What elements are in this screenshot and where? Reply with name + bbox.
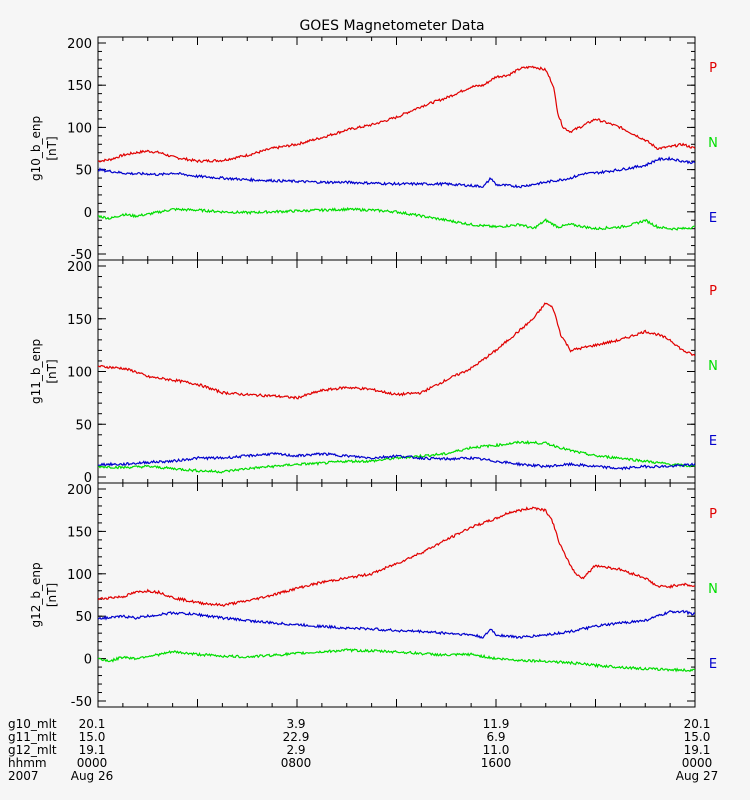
footer-value: 11.0 [483, 743, 510, 757]
y-tick-label: 0 [84, 471, 92, 486]
y-tick-label: 150 [67, 525, 92, 540]
footer-value: 6.9 [486, 730, 505, 744]
y-tick-label: 0 [84, 206, 92, 221]
chart-title: GOES Magnetometer Data [299, 18, 484, 34]
y-axis-unit: [nT] [45, 136, 59, 160]
footer-value: 0000 [682, 756, 713, 770]
footer-value: 3.9 [286, 717, 305, 731]
panel-3: -50 0 50 100 150 200 g12_b_enp [nT] P N E [29, 482, 718, 710]
legend-p: P [709, 507, 717, 522]
footer-row-label: g10_mlt [8, 717, 57, 731]
y-tick-label: 200 [67, 483, 92, 498]
series-group [98, 302, 695, 474]
footer-row-label: 2007 [8, 769, 39, 783]
footer-value: 20.1 [79, 717, 106, 731]
series-group [98, 506, 695, 673]
panel-1: -50 0 50 100 150 200 g10_b_enp [nT] P N E [29, 36, 718, 263]
footer-value: 2.9 [286, 743, 305, 757]
y-axis-unit: [nT] [45, 583, 59, 607]
y-axis-unit: [nT] [45, 359, 59, 383]
legend-n: N [708, 136, 718, 151]
legend-p: P [709, 284, 717, 299]
footer-value: 19.1 [79, 743, 106, 757]
time-axis-footer: g10_mlt 20.1 3.9 11.9 20.1 g11_mlt 15.0 22.9 6.9… [8, 717, 718, 783]
footer-value: Aug 27 [676, 769, 719, 783]
series-line-e [98, 155, 695, 189]
footer-value: 22.9 [283, 730, 310, 744]
footer-value: 1600 [481, 756, 512, 770]
legend-p: P [709, 61, 717, 76]
series-line-p [98, 506, 695, 607]
footer-row-label: g12_mlt [8, 743, 57, 757]
series-line-p [98, 302, 695, 400]
footer-value: 15.0 [684, 730, 711, 744]
y-tick-label: 100 [67, 121, 92, 136]
footer-row-label: hhmm [8, 756, 47, 770]
series-line-e [98, 609, 695, 640]
footer-value: Aug 26 [71, 769, 114, 783]
panel-frame [97, 259, 696, 484]
legend-e: E [709, 434, 717, 449]
y-tick-label: 200 [67, 37, 92, 52]
footer-row-label: g11_mlt [8, 730, 57, 744]
y-axis-label: g12_b_enp [29, 562, 43, 627]
y-tick-label: -50 [71, 248, 92, 263]
series-line-e [98, 451, 695, 471]
footer-value: 0800 [281, 756, 312, 770]
panel-2: 0 50 100 150 200 g11_b_enp [nT] P N E [29, 259, 718, 486]
series-line-p [98, 65, 695, 164]
series-line-n [98, 439, 695, 474]
y-axis-label: g10_b_enp [29, 116, 43, 181]
y-tick-label: 100 [67, 568, 92, 583]
legend-n: N [708, 359, 718, 374]
y-tick-label: 200 [67, 260, 92, 275]
legend-n: N [708, 582, 718, 597]
panel-frame [97, 482, 696, 708]
y-tick-label: 50 [75, 610, 92, 625]
series-group [98, 65, 695, 231]
y-tick-label: -50 [71, 695, 92, 710]
footer-value: 0000 [77, 756, 108, 770]
y-axis-label: g11_b_enp [29, 339, 43, 404]
y-tick-label: 50 [75, 418, 92, 433]
y-tick-label: 150 [67, 313, 92, 328]
legend-e: E [709, 657, 717, 672]
footer-value: 20.1 [684, 717, 711, 731]
y-tick-label: 0 [84, 653, 92, 668]
footer-value: 11.9 [483, 717, 510, 731]
panel-frame [97, 36, 696, 261]
legend-e: E [709, 211, 717, 226]
series-line-n [98, 206, 695, 231]
y-tick-label: 100 [67, 366, 92, 381]
footer-value: 15.0 [79, 730, 106, 744]
footer-value: 19.1 [684, 743, 711, 757]
y-tick-label: 150 [67, 79, 92, 94]
y-tick-label: 50 [75, 164, 92, 179]
series-line-n [98, 648, 695, 673]
